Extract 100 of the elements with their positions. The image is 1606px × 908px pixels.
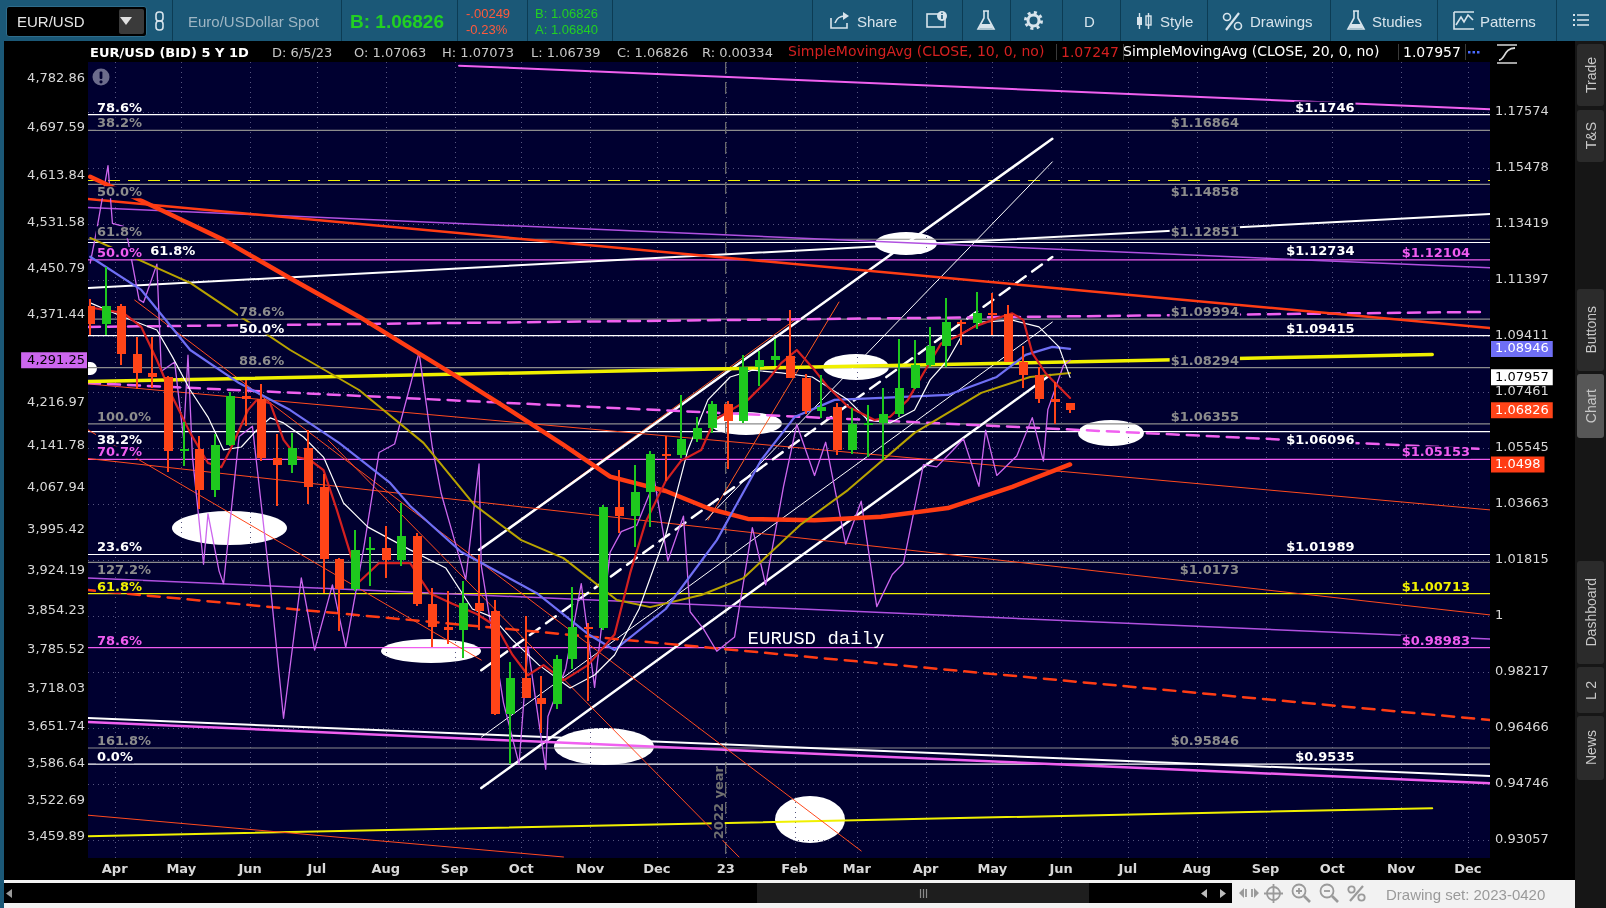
text: -.00249 — [466, 6, 511, 21]
annotation: 50.0% — [239, 320, 285, 336]
annotation: $1.09415 — [1286, 320, 1355, 336]
x-tick-label: Jun — [237, 861, 262, 877]
y-tick-label: 1.07957 — [1495, 368, 1549, 384]
y2-tick-label: 4,291.25 — [27, 351, 85, 367]
text: B: 1.06826 — [535, 6, 598, 21]
x-tick-label: Dec — [1454, 861, 1482, 877]
annotation: $1.06355 — [1170, 408, 1239, 424]
text: 1.07247 — [1056, 44, 1124, 60]
annotation: $1.09994 — [1170, 304, 1239, 320]
annotation: $0.9535 — [1295, 749, 1355, 765]
text: B: 1.06826 — [350, 11, 445, 33]
side-tab: Chart — [1577, 374, 1604, 438]
text: L: 1.06739 — [531, 45, 601, 60]
annotation: 23.6% — [96, 539, 142, 555]
text: SimpleMovingAvg (CLOSE, 10, 0, no) — [788, 43, 1045, 59]
annotation: EURUSD daily — [747, 628, 885, 650]
y-tick-label: 1.15478 — [1495, 158, 1549, 174]
y2-tick-label: 3,995.42 — [27, 521, 85, 536]
text: Style — [1160, 13, 1194, 30]
annotation: $1.12734 — [1286, 242, 1355, 258]
y2-tick-label: 3,785.52 — [27, 641, 85, 657]
text: Share — [857, 13, 898, 30]
y-tick-label: 1.17574 — [1495, 102, 1549, 118]
side-tab: News — [1577, 716, 1604, 780]
text: SimpleMovingAvg (CLOSE, 20, 0, no) — [1123, 43, 1380, 59]
x-tick-label: Sep — [440, 861, 469, 877]
text: EUR/USD — [17, 13, 85, 30]
text: -0.23% — [466, 22, 508, 37]
y2-tick-label: 3,651.74 — [27, 717, 85, 733]
y2-tick-label: 4,371.44 — [27, 305, 85, 321]
text: R: 0.00334 — [702, 45, 773, 60]
text: Patterns — [1480, 13, 1536, 30]
text: H: 1.07073 — [442, 45, 515, 60]
annotation: 78.6% — [96, 632, 142, 648]
y-tick-label: 0.96466 — [1495, 719, 1549, 735]
y-tick-label: 1.03663 — [1495, 495, 1549, 511]
annotation: 61.8% — [96, 578, 142, 594]
text: C: 1.06826 — [617, 45, 689, 60]
text: Drawing set: 2023-0420 — [1386, 886, 1546, 903]
y2-tick-label: 4,141.78 — [27, 437, 85, 453]
annotation: $1.16864 — [1170, 115, 1239, 131]
y-tick-label: 1.0498 — [1495, 455, 1541, 471]
y2-tick-label: 4,782.86 — [27, 70, 85, 86]
y-tick-label: 1 — [1495, 607, 1504, 623]
y-tick-label: 1.05545 — [1495, 439, 1549, 455]
annotation: 0.0% — [96, 749, 133, 765]
annotation: 161.8% — [96, 732, 152, 748]
y-tick-label: 0.94746 — [1495, 775, 1549, 791]
annotation: 38.2% — [96, 431, 142, 447]
y2-tick-label: 4,531.58 — [27, 213, 85, 229]
x-tick-label: May — [977, 861, 1008, 877]
annotation: 78.6% — [239, 304, 285, 320]
annotation: $1.05153 — [1401, 444, 1471, 460]
y2-tick-label: 3,522.69 — [27, 791, 85, 807]
text: D — [1084, 13, 1095, 30]
annotation: 70.7% — [96, 444, 142, 460]
text: 1.07957 — [1398, 44, 1466, 60]
annotation: $1.0173 — [1179, 562, 1239, 578]
annotation: 78.6% — [96, 99, 142, 115]
y-tick-label: 0.93057 — [1495, 831, 1549, 847]
x-tick-label: Oct — [508, 861, 534, 877]
x-tick-label: Jul — [1117, 861, 1138, 877]
y2-tick-label: 3,718.03 — [27, 679, 85, 695]
y2-tick-label: 4,067.94 — [27, 479, 85, 495]
y2-tick-label: 3,854.23 — [27, 601, 85, 617]
y-tick-label: 1.11397 — [1495, 271, 1549, 287]
y2-tick-label: 4,450.79 — [27, 260, 85, 276]
x-tick-label: Jul — [306, 861, 327, 877]
annotation: $1.1746 — [1295, 99, 1355, 115]
y2-tick-label: 4,697.59 — [27, 118, 85, 134]
text: Drawings — [1250, 13, 1313, 30]
x-tick-label: Jun — [1048, 861, 1073, 877]
annotation: 100.0% — [96, 408, 152, 424]
y-tick-label: 1.09411 — [1495, 327, 1549, 343]
x-tick-label: 23 — [716, 861, 735, 877]
x-tick-label: Aug — [1182, 861, 1212, 877]
annotation: $0.98983 — [1401, 632, 1471, 648]
y-tick-label: 1.08946 — [1495, 340, 1549, 356]
text: O: 1.07063 — [354, 45, 427, 60]
annotation: $1.08294 — [1170, 352, 1239, 368]
y-tick-label: 1.01815 — [1495, 551, 1549, 567]
annotation: $1.06096 — [1286, 431, 1355, 447]
y2-tick-label: 3,459.89 — [27, 827, 85, 843]
y2-tick-label: 3,924.19 — [27, 561, 85, 577]
y-tick-label: 1.07461 — [1495, 383, 1549, 399]
chart-title: EUR/USD (BID) 5 Y 1D — [90, 45, 249, 60]
annotation: 61.8% — [150, 242, 196, 258]
annotation: 50.0% — [96, 184, 142, 200]
annotation: $1.14858 — [1170, 184, 1239, 200]
side-tab: Dashboard — [1577, 561, 1604, 664]
y-tick-label: 1.06826 — [1495, 401, 1549, 417]
text: Studies — [1372, 13, 1423, 30]
annotation: $1.12851 — [1170, 224, 1239, 240]
annotation: 2022 year — [710, 765, 726, 840]
x-tick-label: Nov — [1386, 861, 1416, 877]
annotation: $0.95846 — [1170, 732, 1239, 748]
y2-tick-label: 3,586.64 — [27, 755, 85, 771]
annotation: $1.01989 — [1286, 539, 1355, 555]
